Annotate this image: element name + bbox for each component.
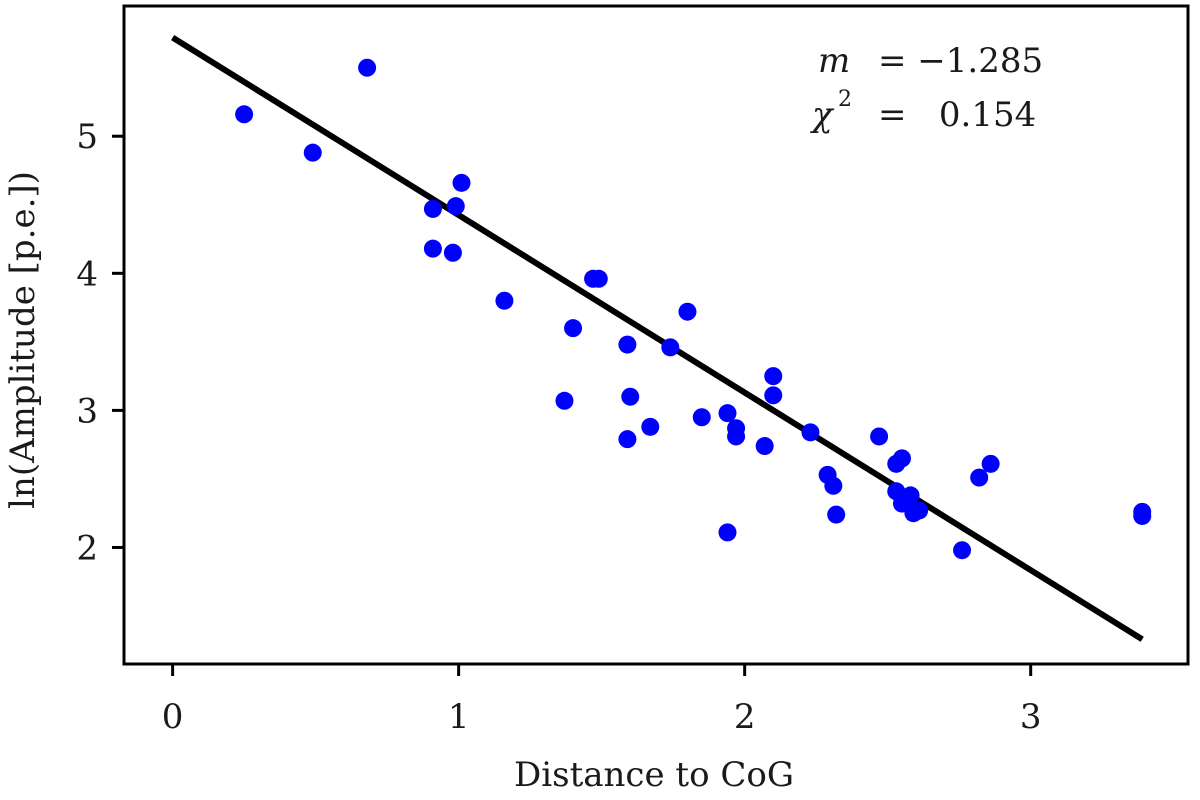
data-point bbox=[495, 291, 514, 310]
x-tick-label: 3 bbox=[1020, 697, 1042, 737]
data-point bbox=[755, 437, 774, 456]
chi-squared-value: = 0.154 bbox=[878, 95, 1036, 135]
data-point bbox=[452, 173, 471, 192]
data-points bbox=[235, 58, 1152, 560]
data-point bbox=[446, 197, 465, 216]
data-point bbox=[235, 105, 254, 124]
y-tick-label: 4 bbox=[76, 254, 98, 294]
y-axis-label: ln(Amplitude [p.e.]) bbox=[3, 171, 43, 509]
data-point bbox=[870, 427, 889, 446]
data-point bbox=[801, 423, 820, 442]
data-point bbox=[727, 427, 746, 446]
data-point bbox=[564, 319, 583, 338]
slope-value: = −1.285 bbox=[878, 41, 1043, 81]
x-axis-label: Distance to CoG bbox=[514, 755, 794, 795]
x-tick-label: 1 bbox=[448, 697, 470, 737]
data-point bbox=[718, 404, 737, 423]
data-point bbox=[910, 501, 929, 520]
chi-squared-exponent: 2 bbox=[838, 87, 852, 112]
data-point bbox=[641, 417, 660, 436]
data-point bbox=[970, 468, 989, 487]
data-point bbox=[901, 486, 920, 505]
fit-line bbox=[171, 34, 1144, 642]
axis-ticks: 0 1 2 3 2 3 4 5 bbox=[76, 117, 1041, 737]
data-point bbox=[764, 386, 783, 405]
data-point bbox=[718, 523, 737, 542]
y-tick-label: 3 bbox=[76, 391, 98, 431]
data-point bbox=[555, 391, 574, 410]
data-point bbox=[953, 541, 972, 560]
data-point bbox=[824, 476, 843, 495]
data-point bbox=[303, 143, 322, 162]
data-point bbox=[692, 408, 711, 427]
data-point bbox=[678, 302, 697, 321]
data-point bbox=[443, 243, 462, 262]
data-point bbox=[1133, 506, 1152, 525]
data-point bbox=[892, 449, 911, 468]
data-point bbox=[358, 58, 377, 77]
plot-frame bbox=[122, 4, 1190, 666]
fit-annotation: m = −1.285 χ 2 = 0.154 bbox=[810, 41, 1043, 135]
data-point bbox=[618, 430, 637, 449]
chi-squared-symbol: χ bbox=[810, 95, 835, 135]
data-point bbox=[827, 505, 846, 524]
data-point bbox=[618, 335, 637, 354]
x-tick-label: 0 bbox=[162, 697, 184, 737]
data-point bbox=[589, 269, 608, 288]
x-tick-label: 2 bbox=[734, 697, 756, 737]
y-tick-label: 5 bbox=[76, 117, 98, 157]
data-point bbox=[981, 454, 1000, 473]
data-point bbox=[423, 199, 442, 218]
y-tick-label: 2 bbox=[76, 528, 98, 568]
data-point bbox=[621, 387, 640, 406]
slope-symbol: m bbox=[818, 41, 850, 81]
data-point bbox=[423, 239, 442, 258]
data-point bbox=[764, 367, 783, 386]
data-point bbox=[661, 338, 680, 357]
